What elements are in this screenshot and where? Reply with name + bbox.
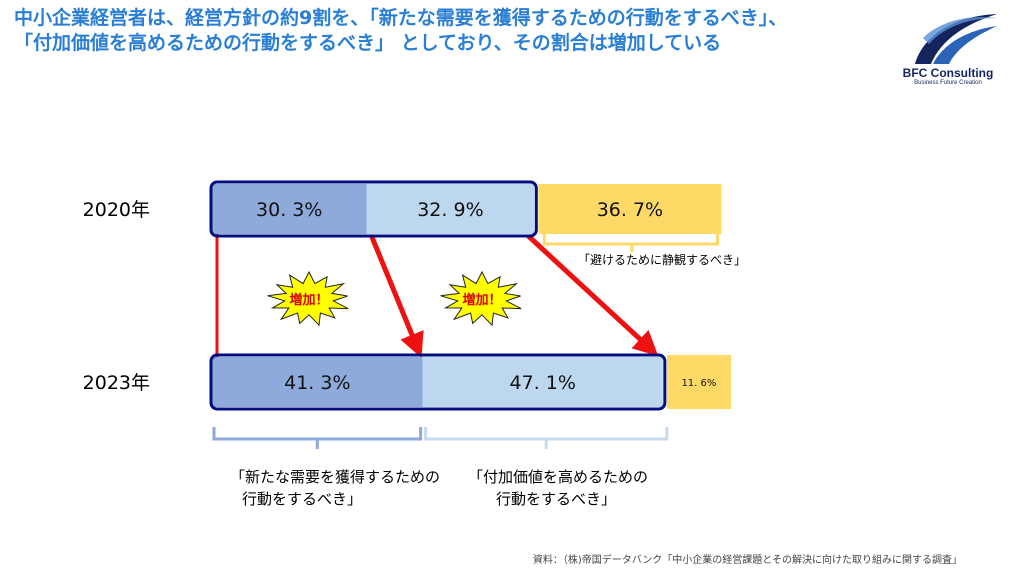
bars	[212, 184, 731, 409]
value-label: 30. 3%	[256, 199, 322, 221]
bar-wait	[538, 184, 722, 234]
value-label: 47. 1%	[510, 372, 576, 394]
slide-title: 中小企業経営者は、経営方針の約9割を、「新たな需要を獲得するための行動をするべき…	[14, 6, 894, 56]
value-label: 11. 6%	[681, 378, 716, 389]
legend-new-demand-line2: 行動をするべき」	[242, 490, 362, 508]
value-label: 32. 9%	[417, 199, 483, 221]
arrow-value-add	[526, 234, 659, 357]
title-line-1: 中小企業経営者は、経営方針の約9割を、「新たな需要を獲得するための行動をするべき…	[14, 7, 788, 29]
arrow-new-demand	[369, 235, 424, 358]
increase-burst-icon	[440, 270, 522, 327]
change-arrows	[215, 234, 659, 358]
legend-wait: 「避けるために静観するべき」	[578, 253, 746, 267]
logo-wordmark: BFC Consulting	[902, 66, 994, 80]
value-label: 36. 7%	[597, 199, 663, 221]
source-note: 資料：（株)帝国データバンク「中小企業の経営課題とその解決に向けた取り組みに関す…	[532, 555, 962, 566]
category-labels: 2020年 2023年	[83, 199, 150, 394]
legend-value-add-line1: 「付加価値を高めるための	[468, 468, 648, 486]
legend-new-demand-line1: 「新たな需要を獲得するための	[230, 468, 440, 486]
increase-bursts: 増加！ 増加！	[267, 270, 522, 327]
increase-label: 増加！	[462, 292, 501, 308]
highlight-frame	[209, 353, 667, 411]
bracket-wait	[542, 234, 719, 246]
increase-burst-icon	[267, 270, 349, 327]
bracket-value-add	[424, 427, 669, 441]
highlight-frame	[209, 180, 538, 238]
increase-label: 増加！	[289, 292, 328, 308]
value-label: 41. 3%	[284, 372, 350, 394]
legend-labels: 「避けるために静観するべき」「新たな需要を獲得するための行動をするべき」 「付加価…	[230, 253, 746, 508]
bar-frames	[209, 180, 667, 411]
title-line-2: 「付加価値を高めるための行動をするべき」 としており、その割合は増加している	[14, 32, 722, 54]
bar-new-demand	[212, 184, 367, 234]
bar-value-add	[366, 184, 535, 234]
bar-value-add	[422, 357, 663, 407]
company-logo: BFC Consulting Business Future Creation	[893, 8, 1003, 108]
legend-brackets	[212, 234, 719, 449]
bracket-new-demand	[212, 427, 423, 441]
bar-wait	[666, 355, 731, 409]
bar-new-demand	[212, 357, 423, 407]
swoosh-logo-icon	[915, 14, 997, 64]
logo-tagline: Business Future Creation	[914, 80, 982, 86]
legend-value-add-line2: 行動をするべき」	[496, 490, 616, 508]
value-labels: 30. 3% 32. 9% 36. 7% 41. 3% 47. 1% 11. 6%	[256, 199, 716, 394]
category-label: 2023年	[83, 372, 150, 394]
category-label: 2020年	[83, 199, 150, 221]
